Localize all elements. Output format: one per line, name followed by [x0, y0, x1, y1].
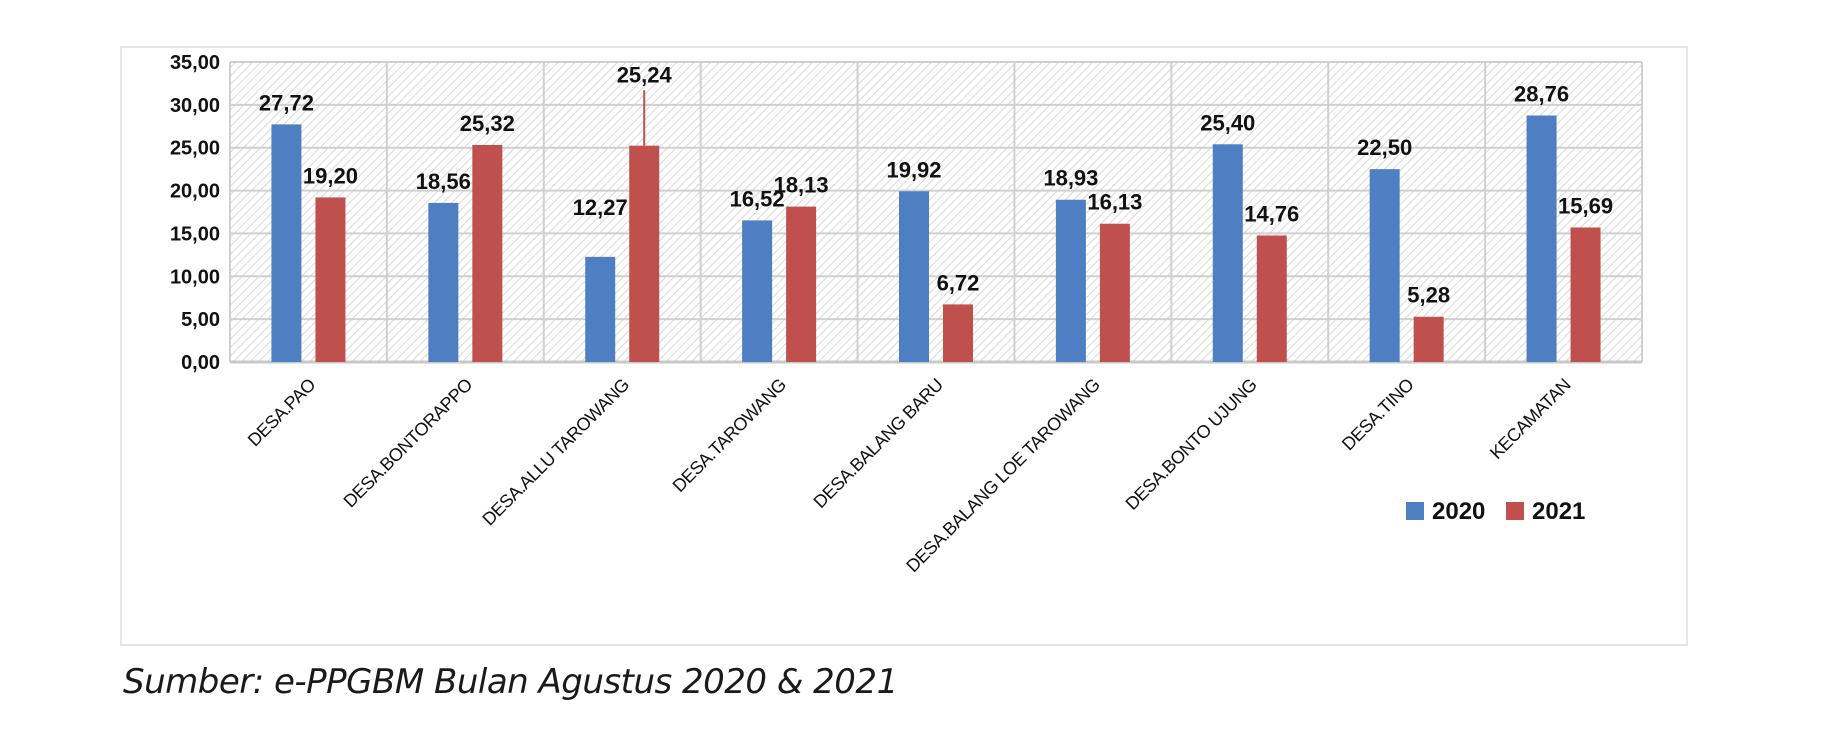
data-label-2021-2: 25,32 [460, 111, 515, 136]
x-tick-label: DESA.PAO [244, 374, 320, 450]
bar-2021-4 [786, 206, 817, 362]
bar-2021-7 [1256, 235, 1287, 362]
data-label-2020-5: 19,92 [886, 157, 941, 182]
bar-2021-3 [629, 145, 660, 362]
bar-2020-7 [1212, 144, 1243, 362]
x-tick-label: KECAMATAN [1486, 375, 1574, 463]
y-tick-label: 30,00 [170, 95, 220, 117]
x-tick-label: DESA.BONTORAPPO [340, 374, 477, 511]
gridlines [229, 61, 1643, 364]
y-tick-label: 25,00 [170, 138, 220, 160]
bar-2021-2 [472, 144, 503, 362]
x-tick-label: DESA.TINO [1338, 374, 1418, 454]
bar-2020-2 [428, 202, 459, 362]
data-label-2021-7: 14,76 [1244, 201, 1299, 226]
bars [271, 90, 1601, 363]
data-label-2020-2: 18,56 [416, 169, 471, 194]
x-tick-label: DESA.BONTO UJUNG [1122, 375, 1261, 514]
data-label-2020-1: 27,72 [259, 90, 314, 115]
bar-2020-6 [1055, 199, 1086, 362]
x-tick-label: DESA.BALANG LOE TAROWANG [902, 375, 1103, 576]
bar-chart: 0,00 5,00 10,00 15,00 20,00 25,00 30,00 35,00 2… [170, 52, 1643, 576]
y-axis: 0,00 5,00 10,00 15,00 20,00 25,00 30,00 35,00 [170, 52, 220, 374]
data-label-2021-5: 6,72 [937, 270, 980, 295]
y-tick-label: 10,00 [170, 266, 220, 288]
bar-2020-8 [1369, 169, 1400, 362]
y-tick-label: 15,00 [170, 223, 220, 245]
legend-label-2021: 2021 [1532, 498, 1585, 525]
data-labels: 27,72 18,56 12,27 16,52 19,92 18,93 25,40 22,50… [259, 62, 1613, 307]
data-label-2020-3: 12,27 [573, 195, 628, 220]
y-tick-label: 0,00 [181, 352, 220, 374]
data-label-2020-6: 18,93 [1043, 166, 1098, 191]
data-label-2020-7: 25,40 [1200, 110, 1255, 135]
source-note: Sumber: e-PPGBM Bulan Agustus 2020 & 202… [123, 662, 898, 702]
bar-2021-6 [1099, 223, 1130, 362]
bar-2020-4 [742, 220, 773, 362]
bar-2020-3 [585, 256, 616, 362]
chart-frame: 0,00 5,00 10,00 15,00 20,00 25,00 30,00 35,00 2… [120, 46, 1688, 646]
data-label-2020-9: 28,76 [1514, 81, 1569, 106]
data-label-2021-6: 16,13 [1087, 190, 1142, 215]
y-tick-label: 5,00 [181, 309, 220, 331]
legend-swatch-2021 [1506, 502, 1524, 520]
x-axis: DESA.PAO DESA.BONTORAPPO DESA.ALLU TAROWAN… [244, 374, 1575, 576]
y-tick-label: 20,00 [170, 181, 220, 203]
data-label-2021-9: 15,69 [1558, 194, 1613, 219]
data-label-2021-4: 18,13 [774, 173, 829, 198]
data-label-2021-3: 25,24 [617, 62, 673, 87]
legend: 2020 2021 [1406, 498, 1585, 525]
bar-2021-1 [315, 197, 346, 362]
x-tick-label: DESA.ALLU TAROWANG [478, 375, 633, 530]
data-label-2020-8: 22,50 [1357, 135, 1412, 160]
legend-swatch-2020 [1406, 502, 1424, 520]
bar-2021-5 [943, 304, 973, 362]
data-label-2020-4: 16,52 [730, 186, 785, 211]
bar-2020-1 [271, 124, 302, 363]
x-tick-label: DESA.BALANG BARU [810, 375, 947, 512]
plot-area [230, 62, 1642, 362]
bar-2021-9 [1570, 227, 1601, 362]
bar-2020-9 [1526, 115, 1557, 362]
bar-2021-8 [1413, 316, 1444, 362]
data-label-2021-8: 5,28 [1407, 283, 1450, 308]
y-tick-label: 35,00 [170, 52, 220, 74]
legend-label-2020: 2020 [1432, 498, 1485, 525]
data-label-2021-1: 19,20 [303, 163, 358, 188]
bar-2020-5 [899, 191, 929, 362]
x-tick-label: DESA.TAROWANG [669, 375, 790, 496]
